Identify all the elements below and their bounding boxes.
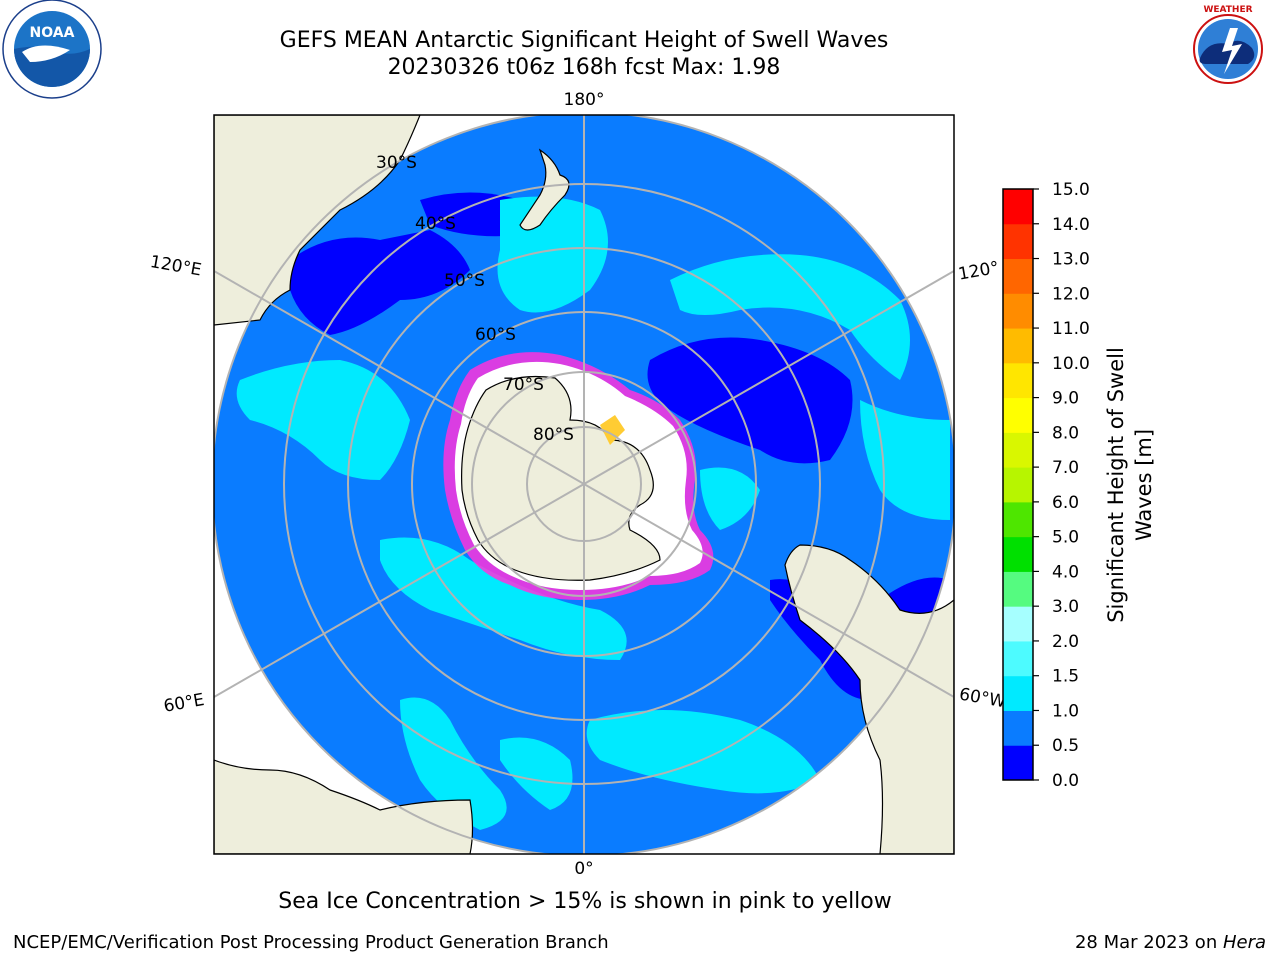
lat-label-70s: 70°S xyxy=(503,375,544,395)
lat-label-50s: 50°S xyxy=(444,271,485,291)
graticule xyxy=(214,115,954,854)
colorbar-tick-label: 3.0 xyxy=(1052,597,1079,617)
lon-label-0: 0° xyxy=(574,859,593,879)
colorbar-tick-label: 6.0 xyxy=(1052,493,1079,513)
colorbar-tick-label: 1.5 xyxy=(1052,667,1079,687)
lon-label-60e: 60°E xyxy=(162,690,206,717)
colorbar-bin xyxy=(1003,432,1033,468)
colorbar-tick-label: 8.0 xyxy=(1052,423,1079,443)
colorbar-bin xyxy=(1003,710,1033,746)
colorbar-tick-label: 0.5 xyxy=(1052,736,1079,756)
chart-title: GEFS MEAN Antarctic Significant Height o… xyxy=(279,28,889,53)
colorbar-bin xyxy=(1003,536,1033,572)
footer-date: 28 Mar 2023 on Hera xyxy=(1075,932,1266,953)
antarctica xyxy=(443,352,714,600)
colorbar-tick-label: 0.0 xyxy=(1052,771,1079,791)
lat-label-30s: 30°S xyxy=(376,153,417,173)
colorbar-bin xyxy=(1003,258,1033,294)
lat-label-80s: 80°S xyxy=(533,425,574,445)
footer-host: Hera xyxy=(1222,932,1266,953)
chart-subtitle: 20230326 t06z 168h fcst Max: 1.98 xyxy=(387,55,781,80)
colorbar-bin xyxy=(1003,362,1033,399)
nws-logo: WEATHER xyxy=(1180,1,1276,97)
colorbar-tick-label: 5.0 xyxy=(1052,528,1079,548)
footer-credit: NCEP/EMC/Verification Post Processing Pr… xyxy=(13,932,609,953)
colorbar-tick-label: 10.0 xyxy=(1052,354,1090,374)
colorbar-bin xyxy=(1003,606,1033,642)
land-masses xyxy=(214,115,954,854)
colorbar-bin xyxy=(1003,328,1033,364)
sea-ice-caption: Sea Ice Concentration > 15% is shown in … xyxy=(278,889,892,914)
colorbar-tick-label: 1.0 xyxy=(1052,701,1079,721)
colorbar-tick-label: 13.0 xyxy=(1052,250,1090,270)
colorbar-bin xyxy=(1003,675,1033,711)
map-frame xyxy=(213,114,955,855)
lon-label-180: 180° xyxy=(564,90,605,110)
lon-label-120w: 120° xyxy=(957,258,1001,285)
colorbar-bin xyxy=(1003,745,1033,781)
colorbar-tick-label: 11.0 xyxy=(1052,319,1090,339)
colorbar-bin xyxy=(1003,397,1033,433)
noaa-logo: NOAA xyxy=(2,0,102,99)
colorbar-bin xyxy=(1003,223,1033,260)
colorbar-tick-label: 7.0 xyxy=(1052,458,1079,478)
colorbar-bin xyxy=(1003,640,1033,677)
colorbar-bin xyxy=(1003,467,1033,503)
colorbar-frame xyxy=(1002,188,1034,781)
colorbar-tick-label: 9.0 xyxy=(1052,389,1079,409)
lat-label-60s: 60°S xyxy=(475,325,516,345)
colorbar-tick-label: 12.0 xyxy=(1052,284,1090,304)
colorbar-tick-label: 14.0 xyxy=(1052,215,1090,235)
colorbar-label-line1: Significant Height of Swell xyxy=(1104,347,1128,623)
colorbar-tick-label: 2.0 xyxy=(1052,632,1079,652)
colorbar-bin xyxy=(1003,571,1033,607)
lat-label-40s: 40°S xyxy=(415,214,456,234)
colorbar-tick-label: 4.0 xyxy=(1052,562,1079,582)
colorbar-tick-label: 15.0 xyxy=(1052,180,1090,200)
lon-label-60w: 60°W xyxy=(958,685,1008,713)
colorbar-label-line2: Waves [m] xyxy=(1132,429,1156,541)
colorbar-bin xyxy=(1003,501,1033,538)
lon-label-120e: 120°E xyxy=(149,252,203,281)
svg-text:WEATHER: WEATHER xyxy=(1203,5,1252,15)
colorbar-bin xyxy=(1003,293,1033,329)
colorbar-bin xyxy=(1003,189,1033,225)
colorbar: 0.0 0.5 1.0 1.5 2.0 3.0 4.0 5.0 6.0 7.0 8.0 9.0 10.0… xyxy=(1002,180,1090,791)
svg-text:NOAA: NOAA xyxy=(30,25,75,41)
footer-date-text: 28 Mar 2023 on xyxy=(1074,932,1223,953)
